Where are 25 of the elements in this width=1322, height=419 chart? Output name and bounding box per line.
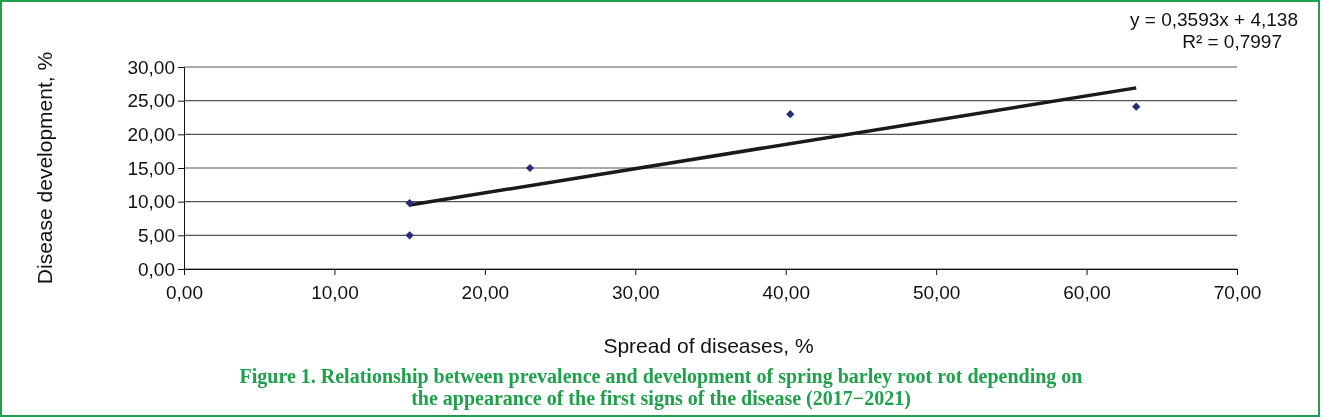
y-tick-label: 5,00 [138, 224, 175, 246]
text: Figure 1. Relationship between prevalence and development of spring barley root rot depending on the appearance of the first signs of the disease (2017−2021) [239, 365, 1083, 410]
y-tick-label: 15,00 [127, 157, 175, 179]
x-tick-label: 20,00 [461, 281, 510, 303]
point [1132, 102, 1141, 111]
y-tick-label: 20,00 [127, 123, 175, 145]
point [405, 198, 414, 208]
y-tick-label: 25,00 [127, 90, 175, 112]
y-tick-label: 10,00 [127, 191, 175, 213]
x-tick-label: 60,00 [1063, 281, 1111, 303]
y-tick-label: 30,00 [127, 56, 175, 78]
y-tick-label: 0,00 [138, 258, 175, 280]
text: y = 0,3593x + 4,138 [1130, 9, 1298, 30]
x-tick-label: 30,00 [612, 281, 660, 303]
x-axis-title: Spread of diseases, % [603, 334, 814, 357]
point [525, 163, 535, 173]
x-tick-label: 40,00 [762, 281, 810, 303]
text: R² = 0,7997 [1182, 31, 1282, 52]
x-tick-label: 50,00 [912, 281, 961, 303]
point [405, 231, 414, 240]
point [786, 110, 795, 119]
x-tick-label: 10,00 [311, 281, 359, 303]
x-tick-label: 70,00 [1213, 281, 1262, 303]
y-axis-title: Disease development, % [33, 51, 56, 285]
x-tick-label: 0,00 [166, 281, 203, 303]
